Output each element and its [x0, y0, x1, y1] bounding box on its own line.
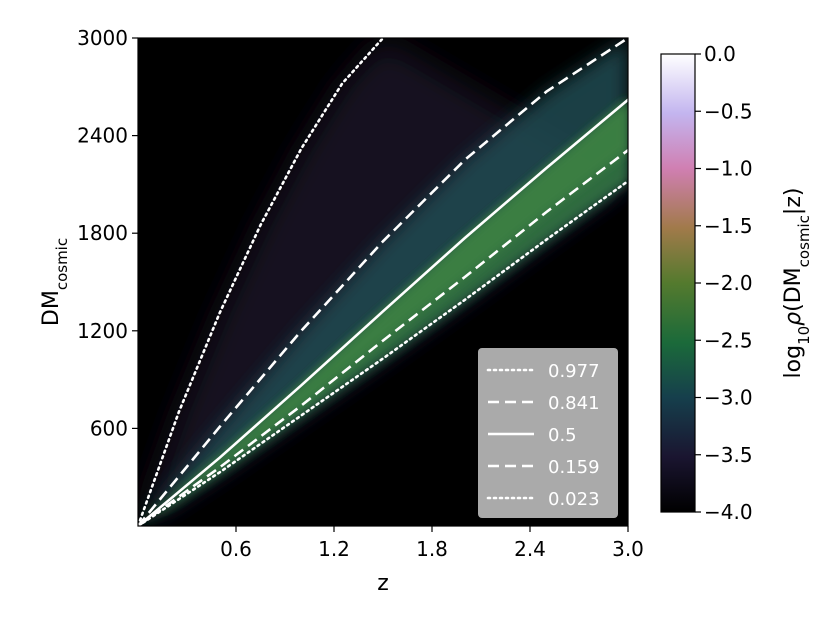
x-tick-label: 1.2 [318, 537, 350, 561]
quantile-lines [138, 38, 628, 526]
colorbar-ticks: 0.0 −0.5 −1.0 −1.5 −2.0 −2.5 −3.0 −3.5 −4.0 [695, 42, 753, 524]
legend-label: 0.023 [548, 489, 600, 510]
y-axis-ticks: 600 1200 1800 2400 3000 [77, 26, 138, 440]
colorbar-tick-label: −0.5 [704, 99, 753, 123]
legend: 0.977 0.841 0.5 0.159 0.023 [478, 348, 618, 518]
x-tick-label: 2.4 [514, 537, 546, 561]
y-tick-label: 2400 [77, 124, 128, 148]
legend-box [478, 348, 618, 518]
y-tick-label: 1800 [77, 221, 128, 245]
colorbar-tick-label: −2.5 [704, 328, 753, 352]
colorbar: 0.0 −0.5 −1.0 −1.5 −2.0 −2.5 −3.0 −3.5 −4.0 log1… [660, 42, 813, 524]
y-tick-label: 1200 [77, 319, 128, 343]
colorbar-tick-label: −2.0 [704, 271, 753, 295]
colorbar-tick-label: −4.0 [704, 500, 753, 524]
x-axis-ticks: 0.6 1.2 1.8 2.4 3.0 [220, 526, 644, 561]
y-axis-label: DMcosmic [39, 238, 71, 326]
quantile-line-0.977 [138, 38, 385, 526]
colorbar-tick-label: −1.0 [704, 157, 753, 181]
x-tick-label: 1.8 [416, 537, 448, 561]
quantile-line-0.5 [138, 98, 628, 526]
colorbar-tick-label: 0.0 [704, 42, 736, 66]
density-mid [138, 38, 628, 526]
colorbar-gradient [660, 53, 696, 513]
x-tick-label: 3.0 [612, 537, 644, 561]
colorbar-tick-label: −1.5 [704, 214, 753, 238]
legend-label: 0.5 [548, 425, 577, 446]
y-tick-label: 3000 [77, 26, 128, 50]
x-tick-label: 0.6 [220, 537, 252, 561]
x-axis-label: z [377, 571, 389, 596]
plot-frame [137, 37, 629, 527]
colorbar-label: log10ρ(DMcosmic|z) [781, 188, 813, 379]
legend-label: 0.841 [548, 393, 600, 414]
legend-label: 0.159 [548, 457, 600, 478]
y-tick-label: 600 [90, 416, 128, 440]
quantile-line-0.159 [138, 149, 628, 526]
quantile-line-0.841 [138, 38, 628, 526]
quantile-line-0.023 [138, 179, 628, 526]
colorbar-tick-label: −3.0 [704, 386, 753, 410]
plot-area [138, 38, 628, 526]
colorbar-tick-label: −3.5 [704, 443, 753, 467]
legend-label: 0.977 [548, 361, 600, 382]
